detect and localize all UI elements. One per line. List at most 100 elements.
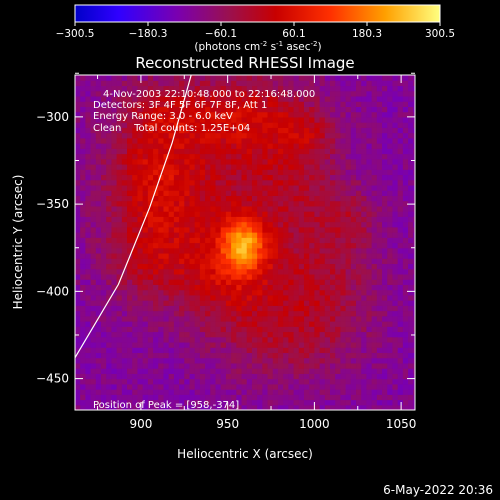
heatmap-cell	[402, 331, 409, 338]
heatmap-cell	[111, 127, 118, 134]
heatmap-cell	[340, 122, 347, 128]
heatmap-cell	[283, 389, 289, 395]
heatmap-cell	[95, 137, 102, 144]
heatmap-cell	[121, 300, 128, 306]
heatmap-cell	[371, 305, 378, 312]
heatmap-cell	[314, 289, 321, 296]
heatmap-cell	[257, 221, 263, 228]
heatmap-cell	[132, 101, 139, 107]
heatmap-cell	[356, 80, 362, 87]
heatmap-cell	[179, 273, 185, 280]
heatmap-cell	[205, 127, 211, 134]
heatmap-cell	[251, 169, 258, 176]
heatmap-cell	[309, 252, 315, 259]
heatmap-cell	[371, 252, 378, 259]
heatmap-cell	[272, 289, 279, 296]
heatmap-cell	[408, 101, 414, 107]
heatmap-cell	[309, 373, 315, 380]
heatmap-cell	[163, 195, 170, 202]
heatmap-cell	[121, 216, 128, 223]
heatmap-cell	[246, 195, 253, 202]
heatmap-cell	[340, 378, 347, 385]
heatmap-cell	[309, 362, 315, 369]
heatmap-cell	[184, 368, 191, 374]
heatmap-cell	[225, 389, 232, 395]
heatmap-cell	[179, 389, 185, 395]
heatmap-cell	[153, 268, 159, 275]
heatmap-cell	[397, 347, 404, 354]
heatmap-cell	[199, 200, 206, 207]
heatmap-cell	[413, 163, 415, 170]
heatmap-cell	[257, 153, 263, 160]
heatmap-cell	[277, 221, 284, 228]
heatmap-cell	[350, 195, 357, 202]
heatmap-cell	[350, 242, 357, 249]
heatmap-cell	[184, 305, 191, 312]
heatmap-cell	[366, 169, 373, 176]
heatmap-cell	[319, 315, 326, 322]
heatmap-cell	[194, 321, 201, 327]
heatmap-cell	[215, 263, 222, 270]
heatmap-cell	[132, 148, 139, 155]
heatmap-cell	[392, 289, 399, 296]
heatmap-cell	[277, 383, 284, 390]
heatmap-cell	[257, 127, 263, 134]
heatmap-cell	[361, 289, 368, 296]
heatmap-cell	[163, 95, 170, 102]
heatmap-cell	[101, 368, 107, 374]
heatmap-cell	[142, 389, 149, 395]
heatmap-cell	[324, 352, 331, 359]
heatmap-cell	[251, 336, 258, 343]
heatmap-cell	[194, 237, 201, 244]
heatmap-cell	[168, 404, 175, 410]
heatmap-cell	[142, 163, 149, 170]
heatmap-cell	[251, 326, 258, 333]
heatmap-cell	[371, 368, 378, 374]
heatmap-cell	[246, 137, 253, 144]
heatmap-cell	[132, 158, 139, 165]
heatmap-cell	[350, 394, 357, 401]
heatmap-cell	[356, 242, 362, 249]
heatmap-cell	[335, 137, 341, 144]
heatmap-cell	[319, 205, 326, 212]
heatmap-cell	[361, 321, 368, 327]
heatmap-cell	[241, 190, 248, 196]
heatmap-cell	[303, 179, 310, 186]
heatmap-cell	[90, 378, 97, 385]
heatmap-cell	[246, 90, 253, 97]
heatmap-cell	[303, 211, 310, 217]
heatmap-cell	[116, 341, 123, 348]
heatmap-cell	[272, 321, 279, 327]
heatmap-cell	[127, 106, 133, 113]
heatmap-cell	[173, 232, 180, 238]
heatmap-cell	[382, 122, 388, 128]
heatmap-cell	[231, 143, 237, 149]
heatmap-cell	[215, 190, 222, 196]
heatmap-cell	[121, 127, 128, 134]
heatmap-cell	[80, 179, 86, 186]
heatmap-cell	[324, 336, 331, 343]
heatmap-cell	[319, 195, 326, 202]
heatmap-cell	[199, 268, 206, 275]
heatmap-cell	[106, 273, 113, 280]
heatmap-cell	[335, 252, 341, 259]
heatmap-cell	[127, 190, 133, 196]
heatmap-cell	[101, 284, 107, 291]
heatmap-cell	[220, 263, 227, 270]
heatmap-cell	[75, 305, 81, 312]
heatmap-cell	[376, 85, 383, 92]
heatmap-cell	[137, 310, 144, 317]
heatmap-cell	[392, 179, 399, 186]
heatmap-cell	[189, 101, 196, 107]
heatmap-cell	[288, 116, 295, 123]
heatmap-cell	[75, 263, 81, 270]
heatmap-cell	[283, 326, 289, 333]
heatmap-cell	[356, 352, 362, 359]
heatmap-cell	[85, 85, 92, 92]
heatmap-cell	[392, 305, 399, 312]
heatmap-cell	[127, 389, 133, 395]
heatmap-cell	[277, 169, 284, 176]
heatmap-cell	[189, 321, 196, 327]
heatmap-cell	[340, 179, 347, 186]
heatmap-cell	[220, 205, 227, 212]
